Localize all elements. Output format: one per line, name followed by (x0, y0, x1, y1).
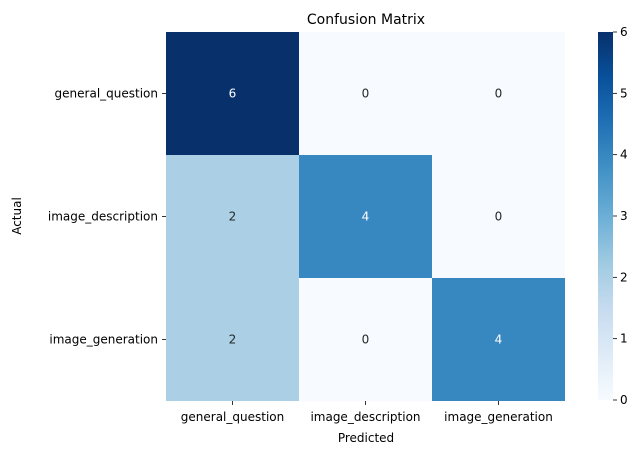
x-tick-label: general_question (181, 410, 284, 424)
heatmap-cell (166, 155, 299, 278)
chart-title: Confusion Matrix (307, 12, 425, 28)
heatmap-cell (166, 32, 299, 155)
colorbar-tick-label: 6 (620, 25, 628, 39)
x-axis-label: Predicted (338, 431, 394, 445)
heatmap-cell (432, 155, 565, 278)
y-tick-label: image_generation (49, 333, 158, 347)
colorbar-tick-label: 2 (620, 270, 628, 284)
y-axis-ticks: general_question image_description image_g… (48, 87, 166, 347)
heatmap-cell (166, 278, 299, 401)
cell-value-label: 0 (495, 210, 503, 224)
cell-value-label: 0 (495, 87, 503, 101)
colorbar-tick-label: 5 (620, 86, 628, 100)
heatmap-cell (432, 32, 565, 155)
cell-value-label: 0 (362, 333, 370, 347)
colorbar-ticks: 0 1 2 3 4 5 6 (613, 25, 628, 407)
heatmap-cell (299, 155, 432, 278)
heatmap-cell (432, 278, 565, 401)
cell-value-label: 4 (362, 210, 370, 224)
x-tick-label: image_description (310, 410, 420, 424)
x-tick-label: image_generation (444, 410, 553, 424)
y-tick-label: image_description (48, 210, 158, 224)
cell-value-label: 6 (229, 87, 237, 101)
cell-value-label: 2 (229, 333, 237, 347)
heatmap-cell (299, 278, 432, 401)
cell-value-label: 0 (362, 87, 370, 101)
colorbar-tick-label: 4 (620, 148, 628, 162)
cell-value-label: 2 (229, 210, 237, 224)
colorbar-tick-label: 1 (620, 332, 628, 346)
cell-value-label: 4 (495, 333, 503, 347)
heatmap-cell-labels: 6 0 0 2 4 0 2 0 4 (229, 87, 503, 347)
colorbar-tick-label: 3 (620, 209, 628, 223)
y-tick-label: general_question (55, 87, 158, 101)
colorbar-tick-label: 0 (620, 393, 628, 407)
colorbar (598, 32, 613, 400)
heatmap-cells (166, 32, 565, 401)
y-axis-label: Actual (10, 197, 24, 235)
heatmap-cell (299, 32, 432, 155)
x-axis-ticks: general_question image_description image_g… (181, 401, 553, 424)
